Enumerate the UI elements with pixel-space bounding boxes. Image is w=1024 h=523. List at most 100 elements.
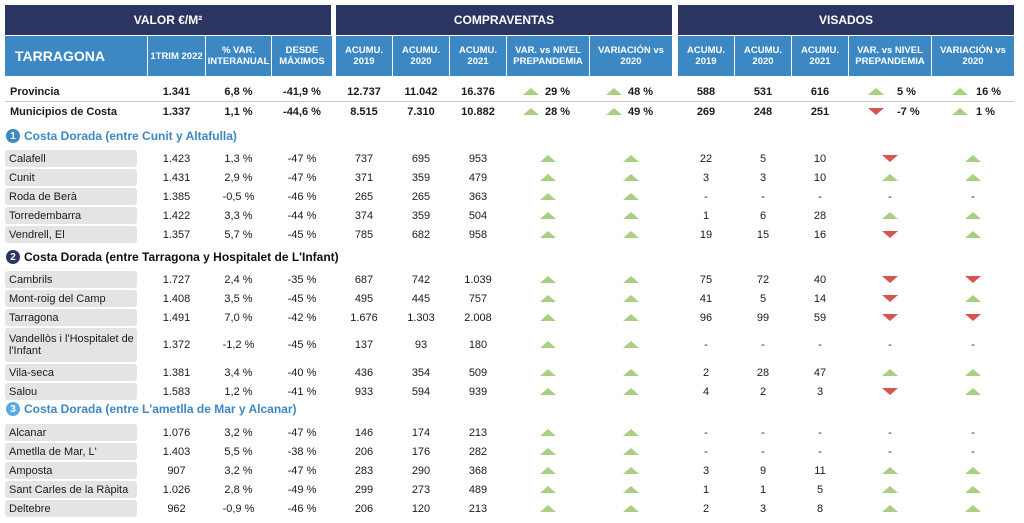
column-header: ACUMU. 2019 [678,36,734,76]
cell-value: 682 [411,228,431,241]
visado-value: 1 [702,209,710,222]
trend-arrow [623,192,639,200]
divider [5,101,1014,102]
cell-value: 1.676 [350,311,378,324]
trend-arrow [882,173,898,181]
column-header: ACUMU. 2019 [336,36,392,76]
visado-value: - [761,190,765,203]
cell-value: 1.381 [162,366,191,379]
municipality-name: Vendrell, El [5,226,137,243]
trend-arrow [965,211,981,219]
cell-value: 3,2 % [224,426,253,439]
trend-arrow [882,387,898,395]
trend-arrow-dash: - [888,339,892,351]
trend-arrow [623,485,639,493]
cell-value: 939 [468,385,488,398]
cell-value: -45 % [287,339,317,351]
visado-value: - [761,426,765,439]
trend-arrow [965,485,981,493]
cell-value: 3,4 % [224,366,253,379]
municipality-name: Ametlla de Mar, L' [5,443,137,460]
trend-arrow [882,368,898,376]
cell-value: 1.423 [162,152,191,165]
trend-arrow [540,192,556,200]
trend-arrow [540,341,556,348]
cell-value: 5,7 % [224,228,253,241]
trend-arrow-dash: - [888,426,892,439]
visado-value: 75 [699,273,713,286]
visado-value: 4 [702,385,710,398]
trend-arrow [540,368,556,376]
cell-value: 1.026 [162,483,191,496]
municipality-name: Deltebre [5,500,137,517]
summary-value: 1.341 [162,86,191,98]
cell-value: 1.385 [162,190,191,203]
cell-value: 283 [354,464,374,477]
cell-value: 785 [354,228,374,241]
cell-value: 962 [167,502,186,515]
cell-value: -45 % [287,228,317,241]
section-title-text: Costa Dorada (entre Tarragona y Hospital… [24,250,339,264]
municipality-name: Cambrils [5,271,137,288]
section-title-text: Costa Dorada (entre Cunit y Altafulla) [24,129,237,143]
cell-value: 687 [354,273,374,286]
trend-arrow [623,428,639,436]
cell-value: 359 [411,209,431,222]
cell-value: -46 % [287,502,317,515]
cell-value: 1.039 [464,273,492,286]
visado-value: - [704,426,708,439]
cell-value: 5,5 % [224,445,253,458]
cell-value: -38 % [287,445,317,458]
trend-arrow [540,504,556,512]
trend-arrow-dash: - [888,190,892,203]
visado-value: - [818,445,822,458]
cell-value: 7,0 % [224,311,253,324]
trend-arrow [606,108,622,115]
column-header: ACUMU. 2020 [393,36,449,76]
cell-value: -1,2 % [222,339,255,351]
cell-value: -41 % [287,385,317,398]
municipality-name: Cunit [5,169,137,186]
summary-value: 12.737 [347,86,381,98]
trend-arrow [623,387,639,395]
cell-value: 93 [414,339,428,351]
visado-value: 5 [759,292,767,305]
summary-pct: 5 % [897,86,916,98]
section-number-badge: 1 [6,129,20,143]
visado-value: - [818,339,822,351]
summary-value: 10.882 [461,106,495,118]
visados-header: VISADOS [678,5,1014,35]
visado-value: 15 [756,228,770,241]
valor-header: VALOR €/M² [5,5,331,35]
summary-pct: -7 % [897,106,920,118]
trend-arrow [540,485,556,493]
visado-value: 10 [813,152,827,165]
summary-visado: 269 [696,106,716,118]
visado-value: 28 [813,209,827,222]
visado-value: 96 [699,311,713,324]
cell-value: 1.403 [162,445,191,458]
cell-value: 265 [354,190,374,203]
cell-value: 3,3 % [224,209,253,222]
cell-value: 2,8 % [224,483,253,496]
cell-value: 907 [167,464,186,477]
trend-arrow [952,88,968,95]
trend-arrow [540,154,556,162]
municipality-name: Vila-seca [5,364,137,381]
trend-arrow [540,230,556,238]
cell-value: -47 % [287,464,317,477]
trend-arrow [540,447,556,455]
trend-arrow-dash: - [971,445,975,458]
trend-arrow [965,466,981,474]
trend-arrow [623,447,639,455]
visado-value: 1 [759,483,767,496]
visado-value: 28 [756,366,770,379]
visado-value: 3 [759,502,767,515]
cell-value: 757 [468,292,488,305]
cell-value: 1.491 [162,311,191,324]
visado-value: 3 [759,171,767,184]
summary-visado: 588 [696,86,716,98]
column-header: % VAR. INTERANUAL [206,36,271,76]
cell-value: 2,4 % [224,273,253,286]
cell-value: 3,2 % [224,464,253,477]
